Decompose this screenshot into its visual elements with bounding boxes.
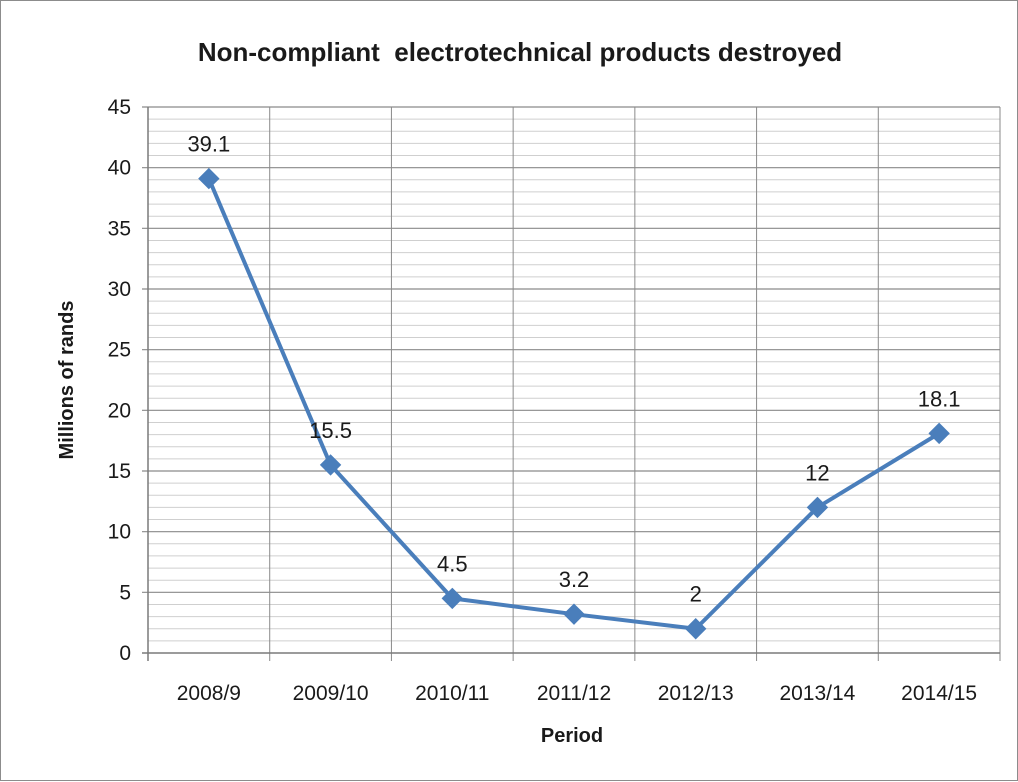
minor-gridlines [148,118,1000,642]
x-tick-label: 2008/9 [177,682,241,705]
data-point-marker [563,603,585,625]
x-tick-label: 2010/11 [415,682,489,705]
x-tick-label: 2013/14 [779,682,855,705]
y-tick-label: 20 [108,399,131,422]
data-labels: 39.1 15.5 4.5 3.2 2 12 18.1 [187,132,960,607]
x-tick-label: 2012/13 [658,682,734,705]
data-point-marker [441,587,463,610]
y-tick-label: 25 [108,339,131,362]
data-point-marker [198,167,220,190]
series-line [206,176,942,631]
data-markers [198,167,950,640]
vertical-gridlines [269,107,1001,661]
data-point-marker [928,422,950,445]
y-tick-label: 0 [119,642,131,665]
y-tick-label: 10 [108,521,131,544]
y-tick-label: 40 [108,157,131,180]
y-tick-label: 35 [108,217,131,240]
x-tick-labels: 2008/9 2009/10 2010/11 2011/12 2012/13 2013/1… [177,682,977,705]
major-gridlines [142,106,1000,593]
data-label: 15.5 [309,418,352,443]
x-tick-label: 2009/10 [293,682,369,705]
data-label: 2 [690,582,702,607]
y-axis-title: Millions of rands [56,301,78,460]
x-tick-label: 2011/12 [537,682,611,705]
y-tick-label: 5 [119,581,131,604]
series-line-path [206,176,942,631]
y-tick-label: 45 [108,96,131,119]
x-tick-label: 2014/15 [901,682,977,705]
y-tick-labels: 0 5 10 15 20 25 30 35 40 45 [108,96,131,665]
data-label: 12 [805,460,829,485]
axes [142,107,1000,661]
chart-title: Non-compliant electrotechnical products … [198,37,842,67]
data-point-marker [685,618,707,640]
data-point-marker [319,454,342,476]
data-point-marker [806,496,829,519]
data-label: 39.1 [187,132,230,157]
y-tick-label: 30 [108,278,131,301]
y-tick-label: 15 [108,460,131,483]
x-axis-title: Period [541,725,603,747]
data-label: 3.2 [559,567,590,592]
data-label: 4.5 [437,551,468,576]
data-label: 18.1 [918,386,961,411]
